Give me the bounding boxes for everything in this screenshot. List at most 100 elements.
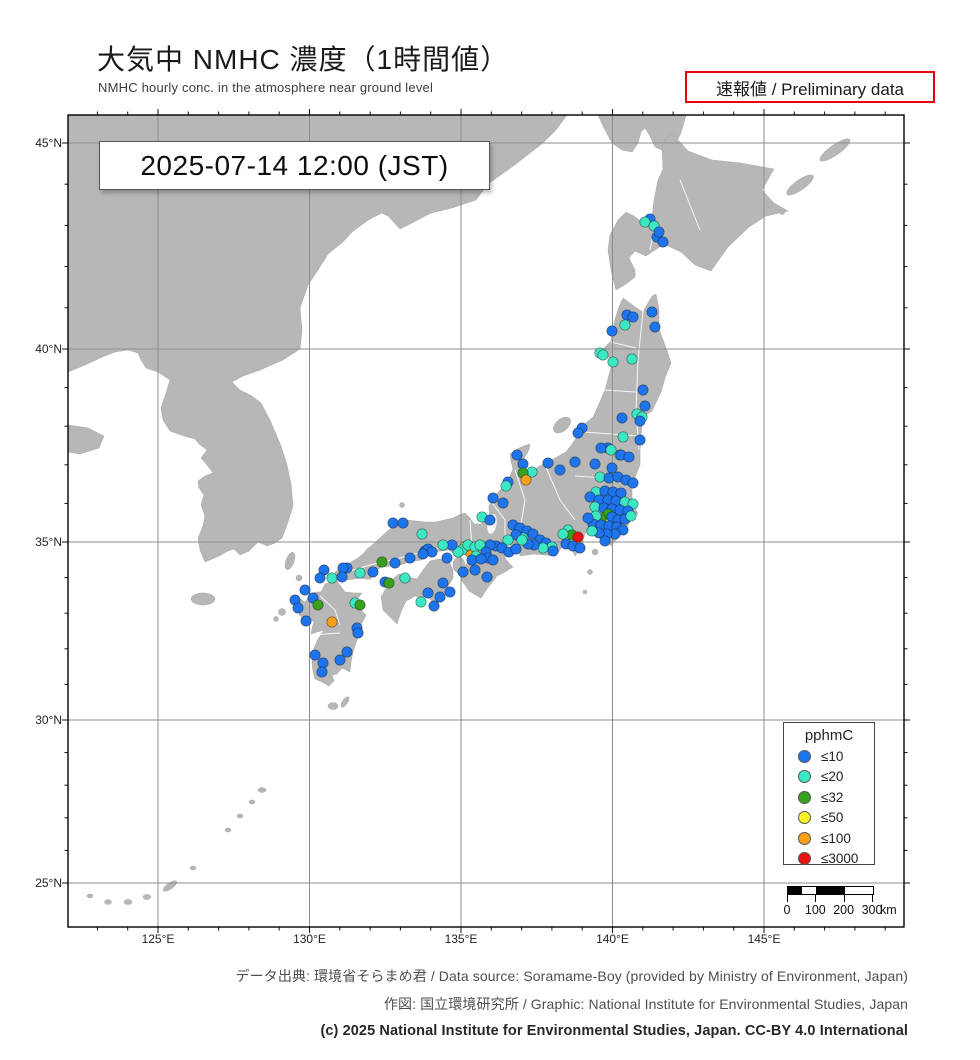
x-axis-label: 125°E xyxy=(142,932,175,946)
legend-color-dot xyxy=(798,790,811,804)
station-dot xyxy=(574,542,586,554)
station-dot xyxy=(605,444,617,456)
station-dot xyxy=(475,553,487,565)
station-dot xyxy=(389,557,401,569)
station-dot xyxy=(481,571,493,583)
legend-box: pphmC ≤10 ≤20 ≤32 ≤50 ≤100 ≤3000 xyxy=(783,722,875,866)
station-dot xyxy=(383,577,395,589)
legend-color-dot xyxy=(798,749,811,763)
station-dot xyxy=(434,591,446,603)
station-dot xyxy=(572,427,584,439)
x-axis-label: 135°E xyxy=(445,932,478,946)
oki-island xyxy=(399,502,405,508)
station-dot xyxy=(516,534,528,546)
station-dot xyxy=(367,566,379,578)
station-dot xyxy=(511,449,523,461)
scale-bar-segments xyxy=(787,886,874,895)
station-dot xyxy=(646,306,658,318)
station-dot xyxy=(586,525,598,537)
station-dot xyxy=(639,400,651,412)
station-dot xyxy=(469,564,481,576)
station-dot xyxy=(607,356,619,368)
station-dot xyxy=(309,649,321,661)
station-dot xyxy=(572,531,584,543)
small-island xyxy=(779,209,785,215)
legend-item-label: ≤32 xyxy=(821,789,844,805)
station-dot xyxy=(316,666,328,678)
page-title: 大気中 NMHC 濃度（1時間値） xyxy=(97,44,510,75)
nansei-island xyxy=(257,787,267,793)
station-dot xyxy=(397,517,409,529)
station-dot xyxy=(354,567,366,579)
scale-bar-tick xyxy=(815,894,817,902)
legend-color-dot xyxy=(798,852,811,866)
scale-bar-tick xyxy=(843,894,845,902)
y-axis-label: 30°N xyxy=(35,713,62,727)
station-dot xyxy=(500,480,512,492)
continent-asia xyxy=(68,115,568,563)
station-dot xyxy=(487,492,499,504)
kuril-island xyxy=(819,138,851,162)
station-dot xyxy=(441,552,453,564)
kuril-island xyxy=(786,174,814,196)
legend-item: ≤100 xyxy=(784,828,874,849)
station-dot xyxy=(484,514,496,526)
station-dot xyxy=(627,477,639,489)
y-axis-label: 40°N xyxy=(35,342,62,356)
station-dot xyxy=(554,464,566,476)
goto-island xyxy=(278,608,286,616)
legend-item: ≤10 xyxy=(784,746,874,767)
nansei-island xyxy=(189,865,197,871)
page-subtitle: NMHC hourly conc. in the atmosphere near… xyxy=(98,80,434,95)
station-dot xyxy=(634,415,646,427)
y-axis-label: 25°N xyxy=(35,876,62,890)
nansei-island xyxy=(142,894,152,900)
station-dot xyxy=(619,319,631,331)
station-dot xyxy=(520,474,532,486)
scale-bar-label: 200 xyxy=(833,903,855,917)
y-axis-label: 35°N xyxy=(35,535,62,549)
legend-item: ≤50 xyxy=(784,808,874,829)
station-dot xyxy=(336,571,348,583)
station-dot xyxy=(452,546,464,558)
station-dot xyxy=(474,539,486,551)
scale-bar: 0 100 200 300 km xyxy=(784,886,907,920)
nansei-island xyxy=(86,893,94,899)
station-dot xyxy=(428,600,440,612)
goto-island xyxy=(273,616,279,622)
scale-bar-tick xyxy=(872,894,873,902)
nansei-island xyxy=(248,799,256,805)
station-dot xyxy=(299,584,311,596)
scale-bar-label: 100 xyxy=(804,903,826,917)
station-dot xyxy=(589,458,601,470)
station-dot xyxy=(292,602,304,614)
scale-bar-label: 300 xyxy=(861,903,883,917)
tsushima-island xyxy=(284,552,296,570)
x-axis-label: 140°E xyxy=(596,932,629,946)
yakushima xyxy=(327,702,339,710)
station-dot xyxy=(352,627,364,639)
map-frame xyxy=(67,114,905,928)
station-dot xyxy=(387,517,399,529)
station-dot xyxy=(404,552,416,564)
station-dot xyxy=(626,353,638,365)
nansei-island xyxy=(224,827,232,833)
legend-item-label: ≤50 xyxy=(821,810,844,826)
station-dot xyxy=(569,456,581,468)
preliminary-data-badge: 速報値 / Preliminary data xyxy=(685,71,935,103)
station-dot xyxy=(426,546,438,558)
station-dot xyxy=(314,572,326,584)
nansei-island xyxy=(104,899,112,905)
station-dot xyxy=(422,587,434,599)
station-dot xyxy=(326,572,338,584)
station-dot xyxy=(606,325,618,337)
legend-color-dot xyxy=(798,770,811,784)
station-dot xyxy=(312,599,324,611)
station-dot xyxy=(637,384,649,396)
small-island xyxy=(766,201,774,209)
station-dot xyxy=(326,616,338,628)
station-dot xyxy=(437,577,449,589)
x-axis-label: 145°E xyxy=(748,932,781,946)
station-dot xyxy=(497,497,509,509)
scale-bar-tick xyxy=(787,894,788,902)
